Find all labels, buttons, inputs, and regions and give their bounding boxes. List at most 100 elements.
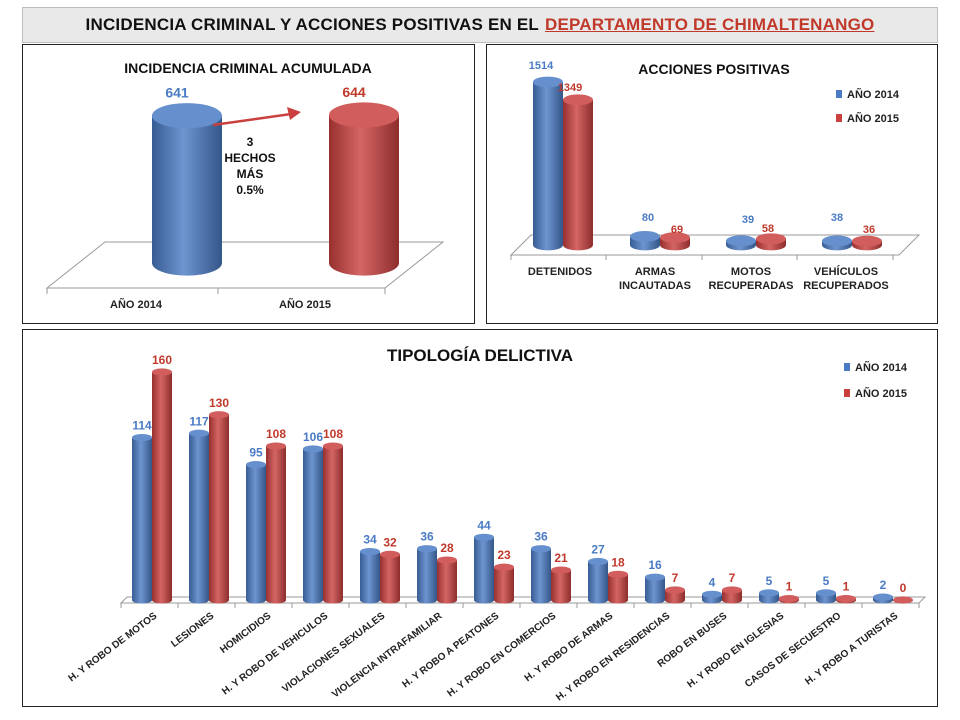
category-label: DETENIDOS <box>528 266 592 278</box>
data-label: 7 <box>672 571 679 585</box>
bar-AÑO 2015-1 <box>209 411 229 604</box>
data-label: 1349 <box>558 82 582 94</box>
data-label: 36 <box>534 530 548 544</box>
annotation-line: 0.5% <box>236 183 264 197</box>
bar-AÑO 2014-0 <box>132 433 152 604</box>
data-label: 1 <box>843 580 850 594</box>
bar-AÑO 2014-3 <box>303 445 323 604</box>
category-label: RECUPERADOS <box>803 280 889 292</box>
bar-AÑO 2015-7 <box>551 566 571 604</box>
bar-AÑO 2014-13 <box>873 593 893 604</box>
bar-AÑO 2014-11 <box>759 589 779 604</box>
data-label: 16 <box>648 558 662 572</box>
data-label: 108 <box>323 427 343 441</box>
bar-AÑO 2015-13 <box>893 596 913 604</box>
bar-AÑO 2015-12 <box>836 594 856 604</box>
category-label: H. Y ROBO A PEATONES <box>400 610 501 690</box>
data-label: 44 <box>477 518 491 532</box>
data-label: 36 <box>863 224 875 236</box>
data-label: 58 <box>762 223 774 235</box>
bar-AÑO 2015-11 <box>779 594 799 604</box>
bar-AÑO 2014-3 <box>822 235 852 251</box>
legend-label: AÑO 2014 <box>847 88 900 101</box>
data-label: 38 <box>831 212 843 224</box>
bar-AÑO 2014-2 <box>246 461 266 604</box>
legend-swatch <box>836 114 842 122</box>
chart-title: ACCIONES POSITIVAS <box>638 61 789 77</box>
category-label: AÑO 2015 <box>279 298 331 311</box>
category-label: INCAUTADAS <box>619 280 691 292</box>
bar-AÑO 2014-10 <box>702 590 722 604</box>
bar-AÑO 2014-1 <box>189 429 209 604</box>
bar-AÑO 2015-1 <box>660 232 690 251</box>
bar-AÑO 2015-5 <box>437 556 457 604</box>
category-label: H. Y ROBO DE VEHICULOS <box>220 610 330 697</box>
data-label: 27 <box>591 543 605 557</box>
trend-arrow <box>212 112 292 127</box>
bar-AÑO 2014-9 <box>645 573 665 604</box>
chart-acumulada: INCIDENCIA CRIMINAL ACUMULADA 641 644 AÑO 2… <box>45 60 445 311</box>
category-label: H. Y ROBO A TURISTAS <box>803 610 900 687</box>
bar-AÑO 2015-9 <box>665 586 685 604</box>
data-label: 4 <box>709 575 716 589</box>
header-title-highlight: DEPARTAMENTO DE CHIMALTENANGO <box>545 15 875 34</box>
chart-title: TIPOLOGÍA DELICTIVA <box>387 346 573 365</box>
data-label: 69 <box>671 224 683 236</box>
category-label: VIOLACIONES SEXUALES <box>280 610 387 695</box>
data-label: 117 <box>189 414 209 428</box>
bar-AÑO 2015-0 <box>152 368 172 604</box>
bar-AÑO 2014-12 <box>816 589 836 604</box>
data-label: 34 <box>363 533 377 547</box>
bar-AÑO 2015-10 <box>722 586 742 604</box>
data-label: 2 <box>880 578 887 592</box>
category-label: LESIONES <box>169 610 216 649</box>
category-label: HOMICIDIOS <box>218 610 273 655</box>
chart-title: INCIDENCIA CRIMINAL ACUMULADA <box>124 60 372 76</box>
bar-AÑO 2015-2 <box>756 233 786 251</box>
bar-AÑO 2014 <box>152 103 222 276</box>
bar-AÑO 2015-0 <box>563 94 593 251</box>
bar-AÑO 2014-0 <box>533 76 563 251</box>
data-label: 130 <box>209 396 229 410</box>
category-label: MOTOS <box>731 266 771 278</box>
data-label: 114 <box>132 419 152 433</box>
panel-acciones: ACCIONES POSITIVAS AÑO 2014 AÑO 2015 1514 80… <box>486 44 938 324</box>
bar-AÑO 2014-7 <box>531 545 551 604</box>
trend-arrow-head <box>287 107 301 120</box>
data-label: 95 <box>249 446 263 460</box>
data-label: 32 <box>383 535 397 549</box>
data-label: 18 <box>611 555 625 569</box>
data-label: 106 <box>303 430 323 444</box>
annotation-line: 3 <box>247 135 254 149</box>
data-label: 641 <box>165 85 189 101</box>
annotation-line: MÁS <box>237 166 264 181</box>
bar-AÑO 2015-3 <box>852 235 882 251</box>
chart-acciones: ACCIONES POSITIVAS AÑO 2014 AÑO 2015 1514 80… <box>509 60 921 292</box>
category-label: H. Y ROBO EN COMERCIOS <box>445 610 558 699</box>
category-label: VEHÍCULOS <box>814 265 878 278</box>
panel-acumulada: INCIDENCIA CRIMINAL ACUMULADA 641 644 AÑO 2… <box>22 44 475 324</box>
header-title: INCIDENCIA CRIMINAL Y ACCIONES POSITIVAS… <box>85 15 540 34</box>
data-label: 23 <box>497 548 511 562</box>
bar-AÑO 2014-2 <box>726 235 756 251</box>
category-label: H. Y ROBO DE MOTOS <box>67 610 160 684</box>
bar-AÑO 2014-8 <box>588 557 608 604</box>
data-label: 1514 <box>529 60 554 72</box>
annotation-line: HECHOS <box>224 151 275 165</box>
data-label: 7 <box>729 571 736 585</box>
panel-tipologia: TIPOLOGÍA DELICTIVA AÑO 2014 AÑO 2015 114 11… <box>22 329 938 707</box>
chart-floor <box>119 596 927 604</box>
bar-AÑO 2014-6 <box>474 533 494 604</box>
legend-swatch <box>836 90 842 98</box>
legend-swatch <box>844 389 850 397</box>
data-label: 5 <box>766 574 773 588</box>
data-label: 21 <box>554 551 568 565</box>
data-label: 108 <box>266 427 286 441</box>
category-label: AÑO 2014 <box>110 298 163 311</box>
bar-AÑO 2015-3 <box>323 442 343 604</box>
data-label: 80 <box>642 212 654 224</box>
bar-AÑO 2014-5 <box>417 545 437 604</box>
category-label: H. Y ROBO EN RESIDENCIAS <box>554 610 672 703</box>
header-banner: INCIDENCIA CRIMINAL Y ACCIONES POSITIVAS… <box>22 7 938 43</box>
